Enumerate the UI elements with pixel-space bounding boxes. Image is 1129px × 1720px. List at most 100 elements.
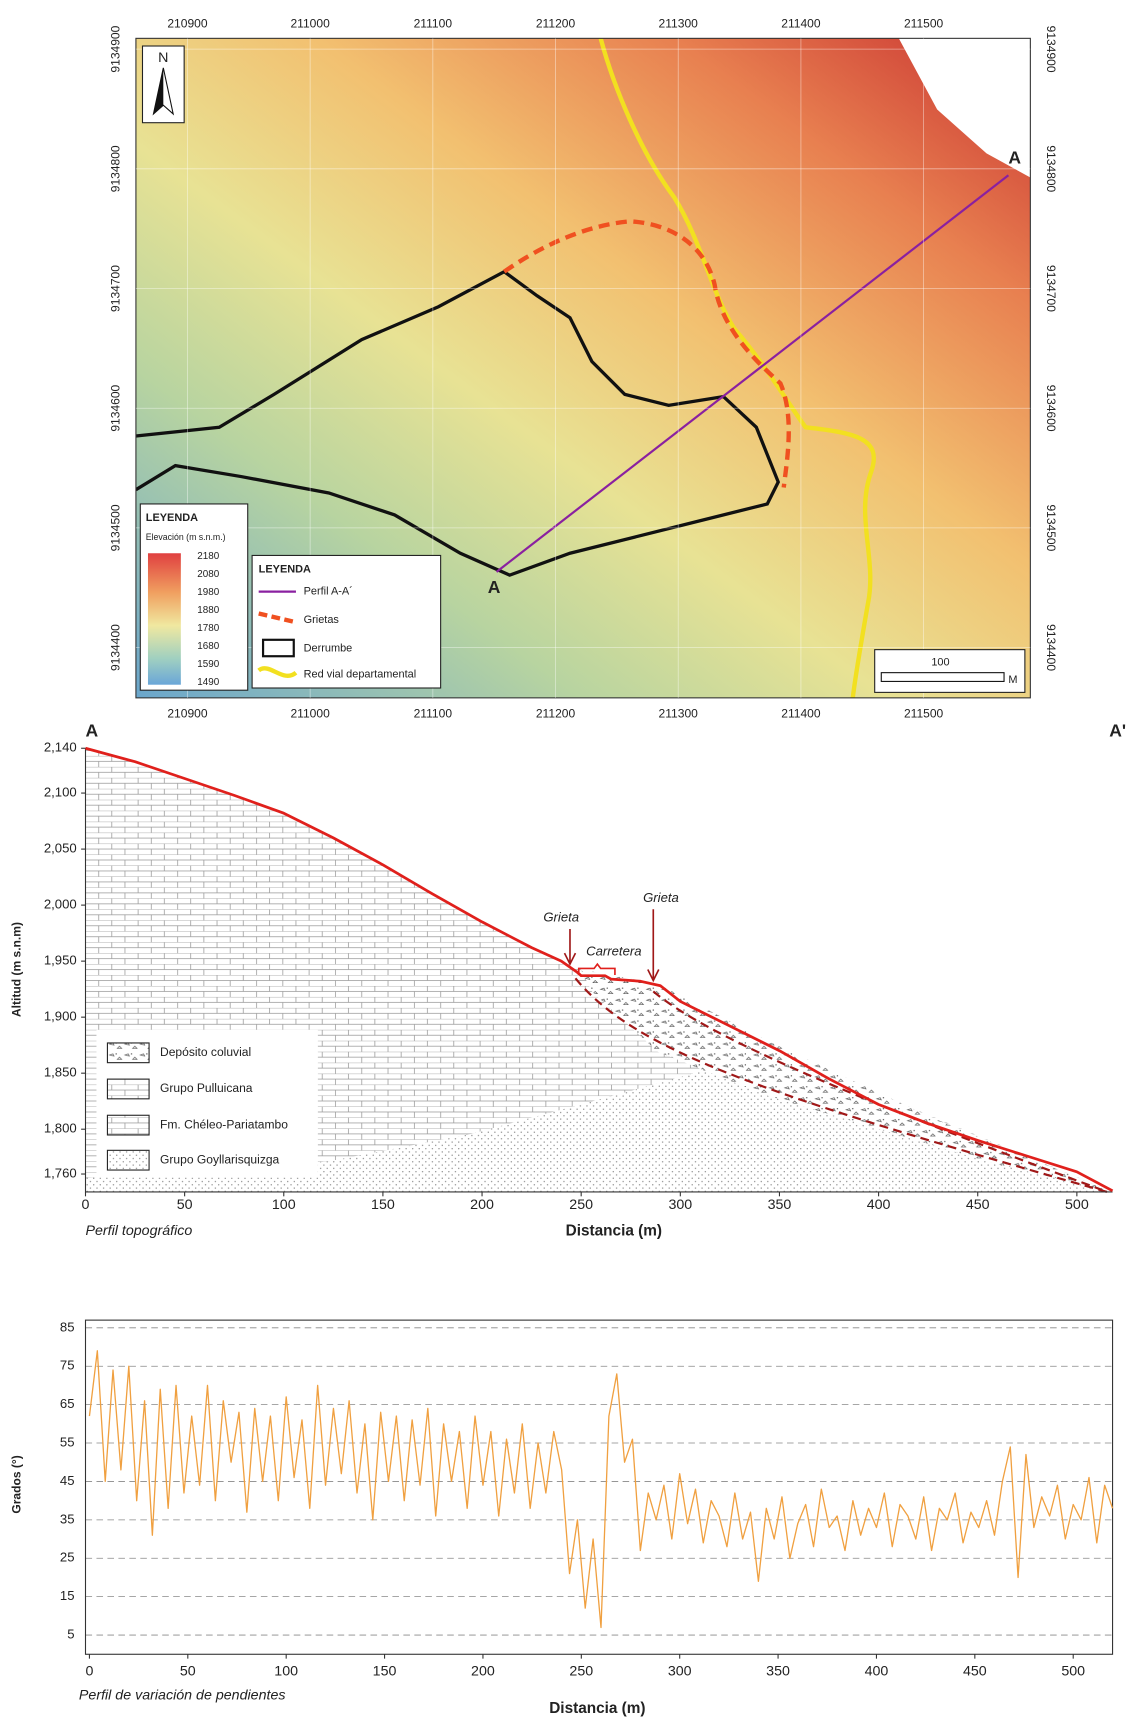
map-y-tick-label: 9134700: [108, 265, 122, 312]
x-tick-label: 50: [177, 1197, 193, 1213]
x-axis-label: Distancia (m): [549, 1700, 645, 1717]
scale-label: 100: [931, 657, 949, 669]
map-x-tick-label: 211400: [781, 16, 821, 30]
x-tick-label: 200: [471, 1664, 495, 1680]
map-x-tick-label: 211100: [414, 706, 453, 720]
x-tick-label: 150: [373, 1664, 397, 1680]
y-tick-label: 65: [60, 1396, 75, 1411]
plot-frame: [84, 1319, 1114, 1655]
chart-caption: Perfil topográfico: [85, 1223, 192, 1239]
annotation: Carretera: [586, 943, 641, 958]
legend-item: Grietas: [304, 614, 340, 626]
y-tick-label: 1,950: [44, 953, 77, 968]
map-point-label: A: [488, 577, 501, 597]
elevation-legend: LEYENDA Elevación (m s.n.m.) 2180 2080 198…: [139, 503, 249, 691]
map-x-tick-label: 211200: [536, 706, 576, 720]
legend-title: LEYENDA: [146, 512, 198, 524]
x-tick-label: 300: [668, 1197, 692, 1213]
colorbar-label: 1490: [197, 677, 219, 688]
colorbar-label: 1780: [197, 623, 219, 634]
map-y-tick-label: 9134600: [1044, 385, 1058, 432]
y-tick-label: 15: [60, 1588, 75, 1603]
colorbar-label: 1590: [197, 659, 219, 670]
map-y-tick-label: 9134700: [1044, 265, 1058, 312]
map-y-tick-label: 9134800: [108, 145, 122, 192]
x-tick-label: 0: [82, 1197, 90, 1213]
legend-item: Fm. Chéleo-Pariatambo: [160, 1117, 288, 1131]
y-tick-label: 2,000: [44, 897, 77, 912]
y-tick-label: 55: [60, 1435, 75, 1450]
geology: [85, 748, 1113, 1194]
profile-point-label: A': [1109, 720, 1126, 740]
scale-unit: M: [1008, 674, 1017, 686]
map-y-tick-label: 9134400: [108, 624, 122, 671]
x-tick-label: 400: [867, 1197, 891, 1213]
legend-item: Derrumbe: [304, 642, 353, 654]
data-line: [88, 1350, 1114, 1629]
x-tick-label: 450: [966, 1197, 990, 1213]
map-x-tick-label: 211500: [904, 16, 944, 30]
colorbar-label: 1980: [197, 587, 219, 598]
map-x-tick-label: 211000: [290, 16, 330, 30]
map-y-tick-label: 9134400: [1044, 624, 1058, 671]
map-y-tick-label: 9134900: [108, 25, 122, 72]
colorbar-label: 1880: [197, 605, 219, 616]
y-tick-label: 75: [60, 1358, 75, 1373]
profile-legend: Depósito coluvial Grupo Pulluicana Fm. C…: [96, 1029, 318, 1178]
x-tick-label: 500: [1061, 1664, 1085, 1680]
y-tick-label: 85: [60, 1319, 75, 1334]
profile-chart: 2,140 2,100 2,050 2,000 1,950 1,900 1,850 1,800…: [10, 740, 1114, 1239]
map-x-tick-label: 211300: [659, 16, 699, 30]
annotation: Grieta: [643, 890, 679, 905]
colorbar-label: 2180: [197, 551, 219, 562]
x-axis-label: Distancia (m): [566, 1222, 662, 1239]
x-tick-label: 350: [766, 1664, 790, 1680]
map-x-tick-label: 210900: [167, 706, 208, 720]
x-tick-label: 350: [768, 1197, 792, 1213]
map-y-tick-label: 9134500: [1044, 504, 1058, 551]
axes: [84, 748, 1113, 1193]
legend-item: Grupo Goyllarisquizga: [160, 1152, 280, 1166]
colorbar-label: 2080: [197, 569, 219, 580]
profile-point-label: A: [85, 720, 98, 740]
legend-item: Depósito coluvial: [160, 1045, 251, 1059]
y-tick-label: 2,050: [44, 841, 77, 856]
y-tick-label: 1,800: [44, 1121, 77, 1136]
y-tick-label: 35: [60, 1511, 75, 1526]
profile-annotations: Grieta Grieta Carretera: [543, 890, 679, 983]
map-y-tick-label: 9134900: [1044, 26, 1058, 73]
legend-item: Grupo Pulluicana: [160, 1081, 253, 1095]
x-tick-label: 0: [85, 1664, 93, 1680]
map-x-tick-label: 211500: [904, 706, 944, 720]
map-x-tick-label: 211200: [536, 16, 576, 30]
data-line: [85, 746, 1114, 1193]
slope-chart: 5 15 25 35 45 55 65 75 85 0 50 100 150 200 250 300 350 40…: [10, 1319, 1114, 1717]
y-axis-label: Grados (°): [10, 1455, 24, 1513]
y-tick-label: 1,900: [44, 1009, 77, 1024]
features-legend: LEYENDA Perfil A-A´ Grietas Derrumbe Red…: [251, 554, 442, 689]
map-x-tick-label: 211300: [659, 706, 699, 720]
y-tick-label: 45: [60, 1473, 75, 1488]
x-tick-label: 250: [569, 1197, 593, 1213]
x-tick-label: 200: [470, 1197, 494, 1213]
north-arrow: N: [141, 45, 185, 124]
x-tick-label: 400: [865, 1664, 889, 1680]
map-x-tick-label: 210900: [167, 16, 208, 30]
x-tick-label: 450: [963, 1664, 987, 1680]
x-tick-label: 150: [371, 1197, 395, 1213]
map-frame: [135, 37, 1031, 699]
map-x-tick-label: 211100: [414, 16, 453, 30]
y-tick-label: 25: [60, 1550, 75, 1565]
map-y-tick-label: 9134600: [108, 384, 122, 431]
map-y-tick-label: 9134800: [1044, 145, 1058, 192]
map-y-tick-label: 9134500: [108, 504, 122, 551]
y-axis-label: Altitud (m s.n.m): [10, 922, 24, 1017]
map-point-label: A: [1008, 147, 1021, 167]
scale-bar: 100 M: [874, 649, 1026, 693]
colorbar-label: 1680: [197, 641, 219, 652]
x-tick-label: 500: [1065, 1197, 1089, 1213]
colorbar: [147, 553, 181, 685]
north-label: N: [158, 50, 168, 66]
